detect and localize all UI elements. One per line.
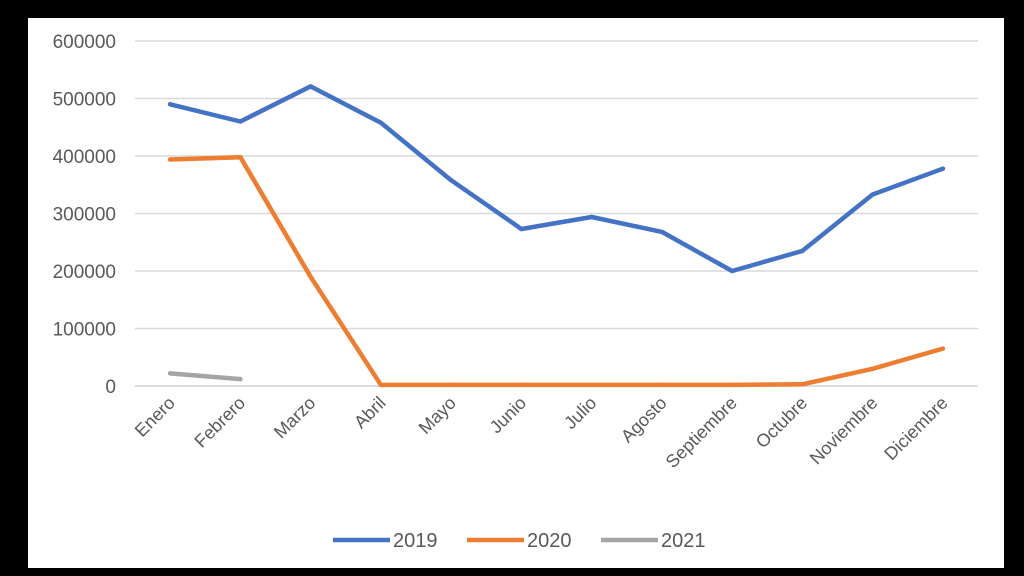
x-tick-label: Junio (486, 393, 531, 438)
series-line-2019 (167, 84, 946, 274)
legend: 2019 2020 2021 (333, 530, 706, 552)
data-point (729, 382, 735, 388)
x-tick-label: Enero (131, 393, 179, 441)
data-point (870, 366, 875, 371)
data-point (519, 226, 524, 232)
x-tick-label: Octubre (752, 393, 811, 452)
data-point (448, 177, 454, 183)
data-point (659, 382, 665, 388)
x-tick-label: Septiembre (662, 393, 741, 472)
data-point (167, 157, 173, 162)
data-point (589, 382, 594, 388)
data-point (378, 120, 384, 125)
data-point (167, 102, 173, 107)
legend-label: 2021 (661, 530, 706, 552)
x-tick-label: Mayo (415, 393, 460, 438)
data-point (238, 376, 243, 382)
x-tick-label: Febrero (190, 393, 249, 452)
y-tick-label: 400000 (53, 147, 116, 168)
x-tick-label: Abril (350, 393, 390, 433)
x-tick-label: Julio (560, 393, 600, 433)
data-point (940, 346, 946, 351)
x-axis: Enero Febrero Marzo Abril Mayo Junio Julio Agos… (131, 393, 952, 472)
data-point (238, 119, 243, 124)
data-point (308, 274, 313, 279)
data-point (870, 192, 875, 197)
data-point (378, 382, 384, 388)
data-point (659, 229, 665, 235)
data-point (940, 166, 946, 171)
data-point (519, 382, 524, 388)
line-chart: 0 100000 200000 300000 400000 500000 600000 En… (53, 32, 978, 552)
series-lines (167, 84, 946, 388)
y-tick-label: 0 (105, 377, 116, 398)
data-point (448, 382, 454, 388)
data-point (800, 248, 805, 254)
data-point (167, 371, 173, 376)
y-tick-label: 600000 (53, 32, 116, 53)
data-point (308, 84, 313, 89)
chart-frame: 0 100000 200000 300000 400000 500000 600000 En… (28, 18, 1004, 568)
series-line-2020 (167, 154, 946, 388)
x-tick-label: Agosto (617, 393, 671, 447)
y-tick-label: 300000 (53, 205, 116, 226)
data-point (238, 154, 243, 160)
data-point (729, 268, 735, 274)
legend-label: 2019 (393, 530, 438, 552)
legend-label: 2020 (527, 530, 572, 552)
data-point (800, 382, 805, 387)
data-point (589, 214, 594, 220)
series-line-2021 (167, 371, 243, 382)
y-tick-label: 500000 (53, 90, 116, 111)
y-axis: 0 100000 200000 300000 400000 500000 600000 (53, 32, 116, 398)
x-tick-label: Marzo (270, 393, 320, 443)
y-tick-label: 100000 (53, 320, 116, 341)
x-tick-label: Noviembre (806, 393, 882, 469)
y-tick-label: 200000 (53, 262, 116, 283)
x-tick-label: Diciembre (880, 393, 951, 464)
